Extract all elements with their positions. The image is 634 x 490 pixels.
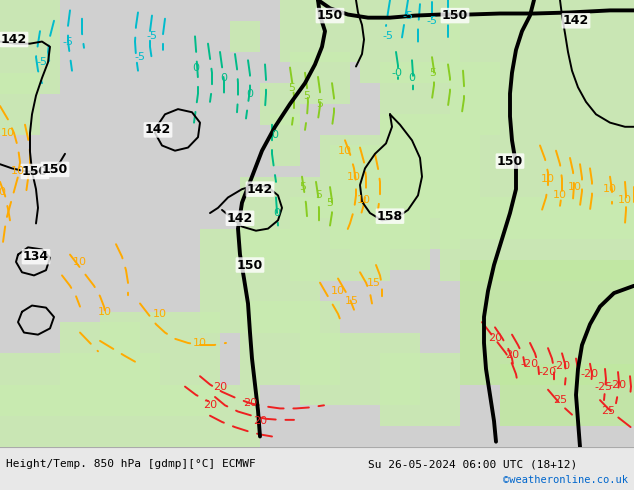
Text: ©weatheronline.co.uk: ©weatheronline.co.uk [503, 475, 628, 485]
Text: 142: 142 [145, 123, 171, 136]
Text: 25: 25 [601, 406, 615, 416]
Text: 10: 10 [541, 174, 555, 184]
Text: 10: 10 [11, 167, 25, 176]
Bar [0, 353, 160, 416]
Text: 150: 150 [317, 9, 343, 22]
Text: 150: 150 [237, 259, 263, 271]
Bar [290, 52, 350, 104]
Text: 142: 142 [563, 14, 589, 27]
Bar [0, 73, 40, 135]
Text: 10: 10 [568, 182, 582, 192]
Text: 15: 15 [367, 278, 381, 288]
Bar [0, 385, 260, 447]
Text: 150: 150 [42, 163, 68, 176]
Bar [240, 301, 340, 385]
Bar [440, 197, 634, 281]
Bar [300, 333, 420, 405]
Text: -5: -5 [63, 37, 74, 47]
Text: 10: 10 [98, 307, 112, 317]
Text: 134: 134 [23, 250, 49, 263]
Text: 142: 142 [1, 33, 27, 46]
Text: -20: -20 [521, 359, 539, 369]
Text: 10: 10 [553, 191, 567, 200]
Text: 10: 10 [618, 195, 632, 204]
Text: 150: 150 [22, 165, 48, 178]
Text: 142: 142 [227, 212, 253, 225]
Text: 10: 10 [603, 184, 617, 194]
Text: 10: 10 [193, 338, 207, 348]
Text: -25: -25 [595, 382, 613, 392]
Text: 20: 20 [243, 398, 257, 408]
Text: -20: -20 [539, 367, 557, 377]
Text: 142: 142 [247, 183, 273, 196]
Bar [270, 114, 300, 166]
Bar [100, 312, 220, 416]
Bar [380, 62, 500, 135]
Bar [260, 83, 300, 125]
Text: 10: 10 [153, 309, 167, 319]
Text: 20: 20 [253, 416, 267, 426]
Bar [380, 353, 460, 426]
Text: 0: 0 [247, 89, 254, 98]
Text: Su 26-05-2024 06:00 UTC (18+12): Su 26-05-2024 06:00 UTC (18+12) [368, 459, 577, 469]
Text: 158: 158 [377, 210, 403, 222]
Text: 0: 0 [271, 130, 278, 140]
Text: 150: 150 [497, 154, 523, 168]
Text: 10: 10 [338, 146, 352, 156]
Text: 20: 20 [213, 382, 227, 392]
Text: -5: -5 [134, 52, 145, 62]
Bar [200, 229, 320, 333]
Text: 0: 0 [273, 208, 280, 218]
Text: 20: 20 [203, 400, 217, 410]
Bar [500, 364, 634, 426]
Bar [360, 0, 460, 83]
Text: 5: 5 [304, 91, 311, 100]
Bar [230, 21, 260, 52]
Text: -5: -5 [403, 11, 413, 21]
Text: -5: -5 [146, 31, 157, 41]
Text: 5: 5 [288, 83, 295, 93]
Bar [350, 197, 430, 270]
Text: 10: 10 [347, 172, 361, 182]
Text: 10: 10 [1, 128, 15, 138]
Text: 0: 0 [193, 63, 200, 73]
Text: 25: 25 [553, 395, 567, 405]
Text: 10: 10 [357, 195, 371, 204]
Text: 5: 5 [316, 191, 323, 200]
Bar [450, 0, 634, 239]
Bar [60, 322, 140, 405]
Text: -5: -5 [37, 57, 48, 67]
Bar [460, 260, 634, 385]
Bar [330, 146, 460, 249]
Bar [380, 114, 480, 218]
Text: 20: 20 [488, 333, 502, 343]
Text: Height/Temp. 850 hPa [gdmp][°C] ECMWF: Height/Temp. 850 hPa [gdmp][°C] ECMWF [6, 459, 256, 469]
Text: 5: 5 [316, 99, 323, 109]
Text: 150: 150 [442, 9, 468, 22]
Text: 10: 10 [0, 187, 7, 197]
Text: 20: 20 [505, 350, 519, 361]
Text: -20: -20 [609, 380, 627, 390]
Text: 0: 0 [408, 73, 415, 83]
Text: 10: 10 [331, 286, 345, 296]
Text: 5: 5 [429, 68, 436, 78]
Text: 0: 0 [221, 73, 228, 83]
Text: -5: -5 [382, 31, 394, 41]
Text: -20: -20 [553, 361, 571, 371]
Bar [320, 135, 400, 218]
Text: 10: 10 [73, 257, 87, 267]
Text: -20: -20 [581, 369, 599, 379]
Text: -0: -0 [392, 68, 403, 78]
Text: 15: 15 [345, 296, 359, 306]
Text: -5: -5 [427, 16, 437, 26]
Bar [0, 0, 60, 94]
Bar [290, 197, 390, 281]
Bar [240, 177, 320, 260]
Bar [280, 0, 360, 62]
Bar [400, 114, 480, 177]
Text: 5: 5 [299, 182, 306, 192]
Text: 5: 5 [327, 197, 333, 208]
